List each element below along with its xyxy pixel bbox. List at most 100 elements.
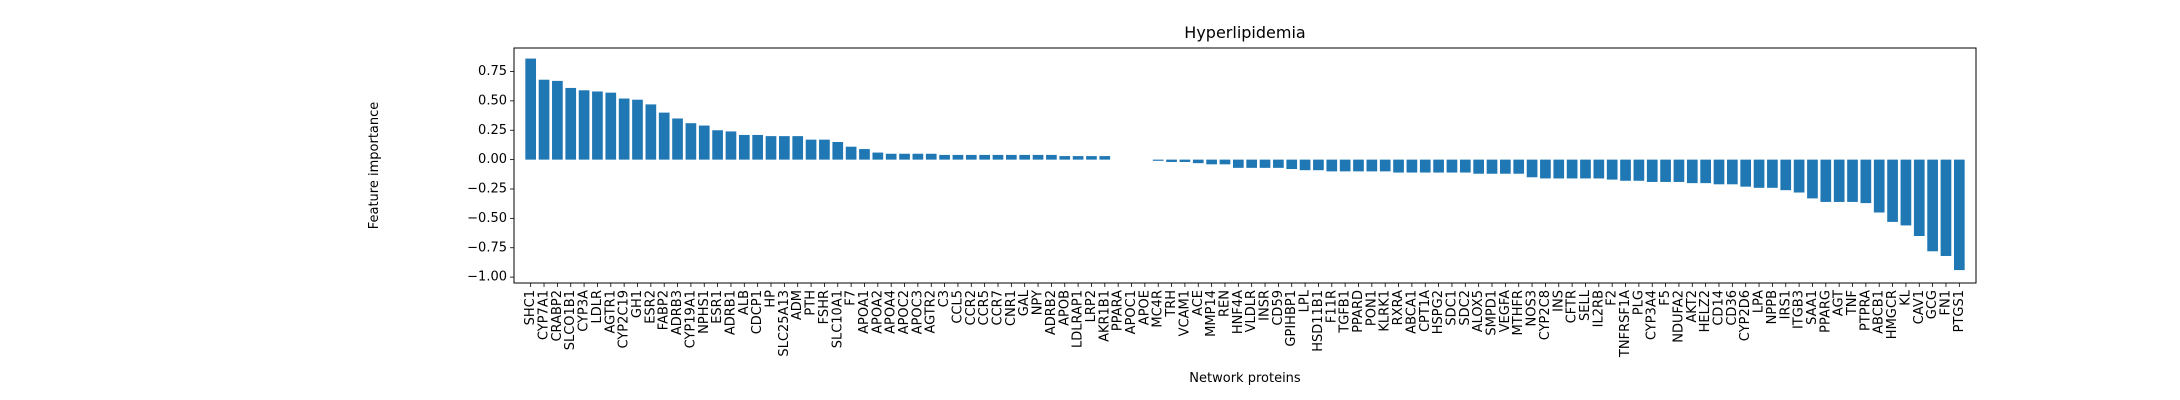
bar-alb	[738, 134, 750, 160]
bar-itgb3	[1793, 159, 1805, 193]
x-tick-label: CAV1	[1912, 290, 1927, 324]
bar-smpd1	[1486, 159, 1498, 174]
x-tick-label: APOB	[1057, 290, 1072, 326]
plot-frame	[513, 47, 1977, 284]
x-tick-label: LDLR	[590, 290, 605, 324]
x-axis: SHC1CYP7A1CRABP2SLCO1B1CYP3ALDLRAGTR1CYP…	[523, 283, 1967, 358]
bar-crabp2	[552, 80, 563, 160]
x-tick-label: APOA1	[857, 290, 872, 334]
bar-esr2	[645, 104, 657, 160]
bar-ccr5	[979, 154, 990, 160]
bar-pth	[805, 139, 817, 160]
bar-slc25a13	[779, 136, 790, 160]
x-tick-label: CYP2D6	[1738, 290, 1753, 341]
bar-ccr7	[992, 154, 1004, 160]
x-tick-label: ADRB2	[1044, 290, 1059, 335]
bar-apob	[1059, 156, 1071, 160]
bar-cyp2c19	[618, 98, 630, 160]
x-tick-label: TGFB1	[1338, 290, 1353, 334]
y-tick-label: −1.00	[467, 270, 507, 285]
x-tick-label: HELZ2	[1698, 290, 1713, 332]
x-tick-label: HSPG2	[1431, 290, 1446, 334]
x-tick-label: FABP2	[657, 290, 672, 330]
bar-apoa2	[872, 152, 884, 160]
bar-cnr1	[1006, 154, 1017, 160]
bar-ace	[1192, 159, 1204, 164]
bar-tnfrsf1a	[1620, 159, 1631, 181]
x-tick-label: KL	[1898, 289, 1913, 306]
y-tick-label: 0.00	[478, 152, 507, 167]
x-tick-label: NPPB	[1765, 290, 1780, 324]
bar-nppb	[1767, 159, 1778, 188]
bar-sdc2	[1459, 159, 1471, 173]
x-tick-label: AKR1B1	[1097, 290, 1112, 342]
bar-ren	[1219, 159, 1231, 165]
x-tick-label: CYP2C8	[1538, 290, 1553, 340]
x-tick-label: IRS1	[1778, 290, 1793, 319]
bar-slc10a1	[832, 142, 844, 160]
x-tick-label: FN1	[1938, 290, 1953, 315]
bar-helz2	[1700, 159, 1711, 184]
x-tick-label: ESR2	[643, 290, 658, 324]
bar-mmp14	[1206, 159, 1217, 165]
bar-f7	[845, 146, 857, 160]
bar-kl	[1900, 159, 1912, 226]
bar-cyp7a1	[538, 79, 550, 160]
bar-agtr2	[925, 153, 937, 160]
bar-pparg	[1820, 159, 1832, 202]
x-tick-label: PPARD	[1351, 290, 1366, 333]
x-tick-label: CD14	[1711, 290, 1726, 326]
bar-cd14	[1713, 159, 1725, 185]
x-tick-label: CYP7A1	[537, 290, 552, 340]
bar-tgfb1	[1339, 159, 1351, 172]
bar-cpt1a	[1419, 159, 1431, 173]
bar-ccr2	[965, 154, 977, 160]
bar-lpl	[1299, 159, 1311, 171]
bar-agt	[1833, 159, 1845, 202]
x-tick-label: GAL	[1017, 289, 1032, 316]
x-tick-label: F5	[1658, 290, 1673, 306]
bar-ldlrap1	[1072, 156, 1084, 160]
x-tick-label: CYP2C19	[617, 290, 632, 349]
x-tick-label: FSHR	[817, 290, 832, 324]
x-tick-label: TRH	[1164, 290, 1179, 318]
bar-tnf	[1847, 159, 1858, 202]
bar-vldlr	[1246, 159, 1258, 168]
bar-rxra	[1393, 159, 1404, 173]
x-tick-label: MC4R	[1151, 290, 1166, 328]
bar-cyp2d6	[1740, 159, 1752, 187]
x-tick-label: TNF	[1845, 290, 1860, 316]
x-tick-label: APOC1	[1124, 290, 1139, 334]
bar-sell	[1580, 159, 1591, 179]
x-tick-label: GPIHBP1	[1284, 290, 1299, 347]
bar-apoa4	[885, 153, 897, 160]
x-tick-label: CD59	[1271, 290, 1286, 326]
x-tick-label: LDLRAP1	[1071, 290, 1086, 348]
bar-c3	[939, 154, 950, 160]
bar-pon1	[1366, 159, 1378, 172]
bar-vegfa	[1500, 159, 1511, 174]
x-tick-label: APOA4	[884, 290, 899, 334]
bar-ptgs1	[1953, 159, 1965, 271]
bar-nos3	[1526, 159, 1538, 178]
bar-adrb3	[672, 118, 683, 160]
x-tick-label: NPY	[1031, 290, 1046, 315]
bar-il2rb	[1593, 159, 1605, 179]
x-tick-label: F7	[844, 290, 859, 306]
bar-hp	[765, 136, 777, 160]
x-tick-label: CCR2	[964, 290, 979, 325]
bar-ndufa2	[1673, 159, 1685, 182]
bar-gcg	[1927, 159, 1938, 252]
bar-saa1	[1807, 159, 1818, 199]
bar-akr1b1	[1099, 156, 1111, 160]
bar-shc1	[525, 58, 537, 160]
x-tick-label: PTPRA	[1858, 290, 1873, 331]
bar-cdcp1	[752, 134, 763, 160]
x-tick-label: ACE	[1191, 290, 1206, 316]
bar-adm	[792, 136, 804, 160]
x-tick-label: AGTR1	[603, 290, 618, 334]
bar-vcam1	[1179, 159, 1191, 162]
x-tick-label: LPL	[1298, 289, 1313, 312]
bars-group	[525, 58, 1965, 271]
x-tick-label: ABCA1	[1404, 290, 1419, 334]
